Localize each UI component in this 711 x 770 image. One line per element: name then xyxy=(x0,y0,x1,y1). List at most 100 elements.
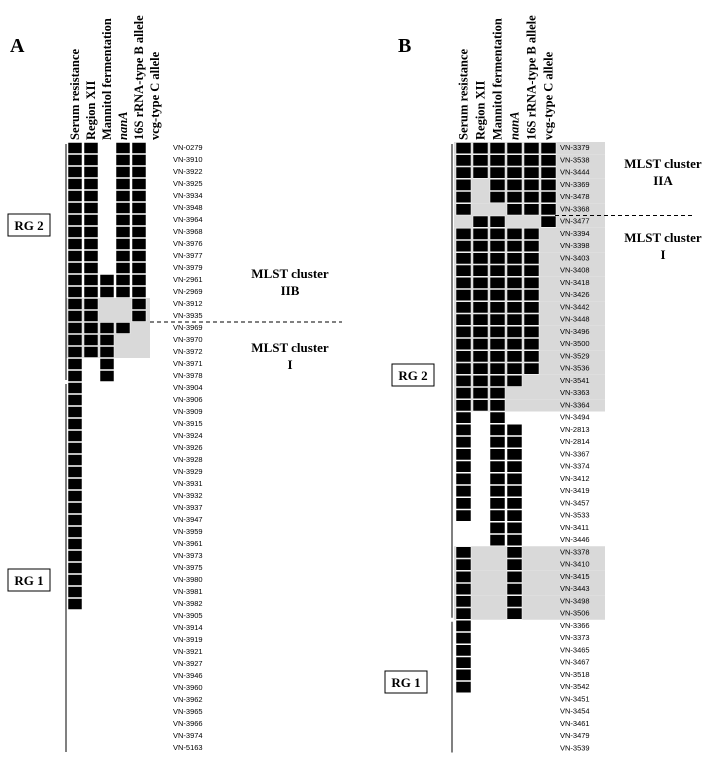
cell xyxy=(132,695,146,706)
cell xyxy=(68,719,82,730)
cell xyxy=(100,659,114,670)
cell xyxy=(84,455,98,466)
cell xyxy=(100,455,114,466)
cell xyxy=(540,215,557,228)
cell xyxy=(67,298,83,310)
cell xyxy=(540,142,557,154)
strain-label: VN-3394 xyxy=(560,229,590,238)
cell xyxy=(489,448,506,461)
cell xyxy=(84,407,98,418)
cell xyxy=(506,191,523,203)
cell xyxy=(541,412,556,423)
cell xyxy=(100,191,114,202)
cell xyxy=(68,635,82,646)
cell xyxy=(67,286,83,298)
cell xyxy=(116,719,130,730)
cell xyxy=(116,599,130,610)
cell xyxy=(541,731,556,742)
cell xyxy=(148,515,162,526)
cell xyxy=(541,669,556,680)
cell xyxy=(506,375,523,387)
cell xyxy=(455,411,472,424)
cell xyxy=(131,166,147,178)
cell xyxy=(84,587,98,598)
cell xyxy=(455,509,472,522)
cell xyxy=(116,359,130,370)
cell xyxy=(473,731,488,742)
cell xyxy=(456,694,471,705)
cell xyxy=(131,238,147,250)
strain-label: VN-3479 xyxy=(560,731,590,740)
cell xyxy=(524,412,539,423)
cell xyxy=(524,437,539,448)
cell xyxy=(100,695,114,706)
cell xyxy=(455,669,472,681)
cell xyxy=(67,190,83,202)
strain-label: VN-3977 xyxy=(173,251,203,260)
strain-label: VN-3964 xyxy=(173,215,203,224)
cell xyxy=(83,334,99,346)
cell xyxy=(83,262,99,274)
cell xyxy=(131,142,147,154)
strain-label: VN-3478 xyxy=(560,192,590,201)
cell xyxy=(148,275,162,286)
cell xyxy=(472,215,489,228)
cell xyxy=(490,669,505,680)
cell xyxy=(68,671,82,682)
cell xyxy=(489,509,506,522)
cell xyxy=(490,731,505,742)
cell xyxy=(116,587,130,598)
cell xyxy=(507,731,522,742)
cell xyxy=(148,419,162,430)
cell xyxy=(506,240,523,252)
strain-label: VN-3403 xyxy=(560,253,590,262)
strain-label: VN-3418 xyxy=(560,278,590,287)
strain-label: VN-3912 xyxy=(173,299,203,308)
cell xyxy=(116,575,130,586)
cell xyxy=(84,599,98,610)
cell xyxy=(473,718,488,729)
cell xyxy=(540,203,557,216)
cell xyxy=(473,437,488,448)
cell xyxy=(541,633,556,644)
strain-label: VN-3909 xyxy=(173,407,203,416)
cell xyxy=(506,264,523,277)
cell xyxy=(100,683,114,694)
strain-label: VN-3959 xyxy=(173,527,203,536)
cell xyxy=(116,695,130,706)
cell xyxy=(84,539,98,550)
strain-label: VN-3465 xyxy=(560,645,590,654)
cell xyxy=(507,694,522,705)
cell xyxy=(148,635,162,646)
cell xyxy=(67,262,83,274)
cell xyxy=(506,277,523,289)
cell xyxy=(100,443,114,454)
cell xyxy=(116,491,130,502)
cell xyxy=(115,286,131,298)
cell xyxy=(489,277,506,289)
cell xyxy=(132,455,146,466)
cell xyxy=(116,611,130,622)
cell xyxy=(115,166,131,178)
cell xyxy=(100,671,114,682)
cell xyxy=(506,301,523,314)
cell xyxy=(99,286,115,298)
strain-label: VN-3934 xyxy=(173,191,203,200)
cell xyxy=(148,215,162,226)
cell xyxy=(473,657,488,668)
cell xyxy=(99,322,115,334)
cell xyxy=(132,635,146,646)
cell xyxy=(100,203,114,214)
strain-label: VN-3536 xyxy=(560,364,590,373)
cell xyxy=(100,575,114,586)
cell xyxy=(148,611,162,622)
cell xyxy=(132,611,146,622)
cell xyxy=(84,467,98,478)
cell xyxy=(132,431,146,442)
cell xyxy=(473,620,488,631)
cell xyxy=(84,659,98,670)
cell xyxy=(524,461,539,472)
cell xyxy=(506,326,523,338)
cell xyxy=(507,706,522,717)
cell xyxy=(83,310,99,322)
